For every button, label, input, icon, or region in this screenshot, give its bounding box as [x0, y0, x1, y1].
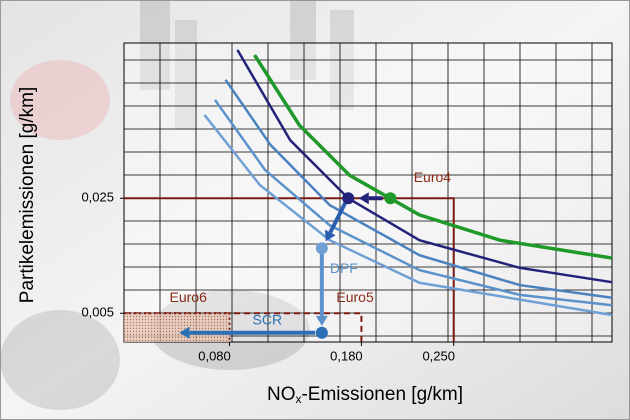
x-tick-label: 0,080: [198, 348, 231, 363]
plot-area: [123, 42, 613, 343]
curve: [213, 99, 613, 307]
arrow-shaft: [328, 201, 348, 234]
x-axis-title: NOx-Emissionen [g/km]: [267, 384, 463, 406]
point: [315, 326, 328, 339]
limit-area: [124, 313, 230, 342]
limit-label: Euro5: [336, 289, 374, 305]
arrow-head: [324, 229, 336, 242]
x-tick-label: 0,180: [330, 348, 363, 363]
point: [384, 192, 397, 205]
arrow-head: [179, 326, 190, 339]
arrow-label: SCR: [253, 312, 283, 328]
limit-line: [124, 312, 231, 342]
curve: [253, 54, 613, 260]
x-axis-title-rest: -Emissionen [g/km]: [301, 384, 463, 405]
arrow-head: [315, 315, 328, 326]
y-tick-label: 0,025: [81, 190, 114, 205]
y-tick-label: 0,005: [81, 305, 114, 320]
x-tick-label: 0,250: [422, 348, 455, 363]
arrow-head: [358, 192, 369, 205]
curve: [224, 79, 613, 299]
limit-line: [124, 197, 455, 342]
x-axis-title-main: NO: [267, 384, 296, 405]
curve: [203, 114, 613, 317]
point: [342, 192, 355, 205]
arrow-label: DPF: [330, 260, 358, 276]
curve: [236, 49, 613, 284]
limit-label: Euro6: [170, 289, 208, 305]
x-axis-title-sub: x: [295, 392, 301, 406]
limit-label: Euro4: [414, 169, 452, 185]
y-axis-title: Partikelemissionen [g/km]: [17, 87, 38, 303]
point: [315, 242, 328, 255]
